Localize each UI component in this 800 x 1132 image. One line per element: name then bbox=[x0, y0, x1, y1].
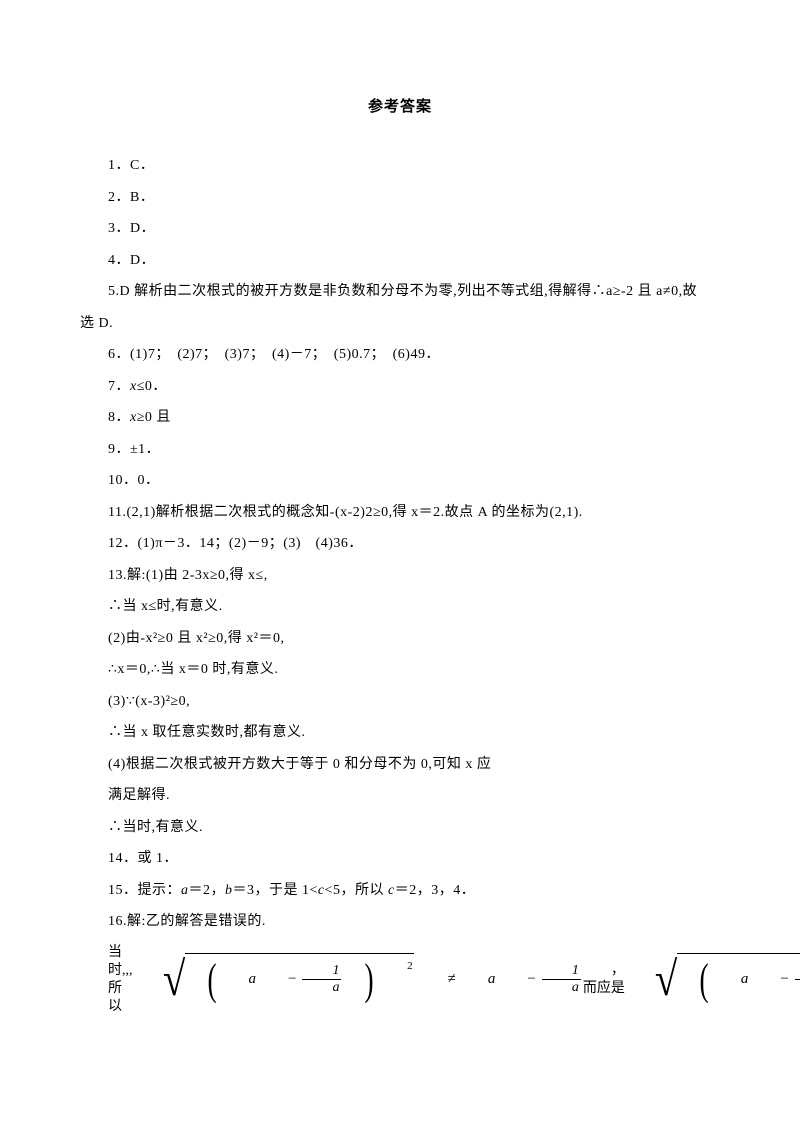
answer-13b: (2)由-x²≥0 且 x²≥0,得 x²＝0, bbox=[80, 623, 720, 655]
answer-8: 8．x≥0 且 bbox=[80, 402, 720, 434]
answer-6: 6．(1)7； (2)7； (3)7； (4)－7； (5)0.7； (6)49… bbox=[80, 339, 720, 371]
answer-16: 16.解:乙的解答是错误的. bbox=[80, 906, 720, 938]
answer-13d: (3)∵(x-3)²≥0, bbox=[80, 686, 720, 718]
answer-13f: (4)根据二次根式被开方数大于等于 0 和分母不为 0,可知 x 应 bbox=[80, 749, 720, 781]
formula-mid-text: ，而应是 bbox=[583, 962, 625, 998]
formula-var-a-3: a bbox=[713, 970, 749, 990]
page-title: 参考答案 bbox=[80, 95, 720, 116]
radical-icon-2: √ bbox=[631, 953, 677, 1007]
formula-var-a: a bbox=[221, 970, 257, 990]
answer-1: 1．C． bbox=[80, 150, 720, 182]
minus-icon-3: − bbox=[752, 970, 788, 990]
left-paren-icon-2: ( bbox=[682, 958, 708, 1002]
answer-15: 15．提示：a＝2，b＝3，于是 1<c<5，所以 c＝2，3，4． bbox=[80, 875, 720, 907]
fraction-1-over-a: 1 a bbox=[302, 964, 341, 995]
formula-var-a-2: a bbox=[460, 970, 496, 990]
minus-icon: − bbox=[260, 970, 296, 990]
radical-icon: √ bbox=[139, 953, 185, 1007]
answer-13: 13.解:(1)由 2-3x≥0,得 x≤, bbox=[80, 560, 720, 592]
answer-10: 10．0． bbox=[80, 465, 720, 497]
sqrt-expression-1: √ ( a − 1 a ) 2 bbox=[135, 953, 414, 1007]
answer-13a: ∴当 x≤时,有意义. bbox=[80, 591, 720, 623]
fraction-1-over-a-2: 1 a bbox=[542, 964, 581, 995]
answer-13h: ∴当时,有意义. bbox=[80, 812, 720, 844]
answer-12: 12．(1)π－3．14；(2)－9；(3) (4)36． bbox=[80, 528, 720, 560]
right-paren-icon: ) bbox=[348, 958, 374, 1002]
minus-icon-2: − bbox=[499, 970, 535, 990]
fraction-1-over-a-3: 1 a bbox=[795, 964, 800, 995]
answer-7: 7．x≤0． bbox=[80, 371, 720, 403]
answer-13g: 满足解得. bbox=[80, 780, 720, 812]
answer-16-formula-row: 当时,,, 所以 √ ( a − 1 a ) 2 ≠ a − bbox=[80, 944, 720, 1017]
exponent-2: 2 bbox=[379, 959, 413, 973]
answer-14: 14．或 1． bbox=[80, 843, 720, 875]
answer-2: 2．B． bbox=[80, 182, 720, 214]
answer-9: 9．±1． bbox=[80, 434, 720, 466]
formula-lead-text: 当时,,, 所以 bbox=[80, 944, 133, 1017]
answer-5-part2: 选 D. bbox=[80, 308, 720, 340]
answer-5-part1: 5.D 解析由二次根式的被开方数是非负数和分母不为零,列出不等式组,得解得∴a≥… bbox=[80, 276, 720, 308]
answer-13c: ∴x＝0,∴当 x＝0 时,有意义. bbox=[80, 654, 720, 686]
answer-11: 11.(2,1)解析根据二次根式的概念知-(x-2)2≥0,得 x＝2.故点 A… bbox=[80, 497, 720, 529]
answer-13e: ∴当 x 取任意实数时,都有意义. bbox=[80, 717, 720, 749]
not-equal-icon: ≠ bbox=[420, 970, 456, 990]
answer-3: 3．D． bbox=[80, 213, 720, 245]
left-paren-icon: ( bbox=[190, 958, 216, 1002]
sqrt-expression-2: √ ( a − 1 a ) 2 bbox=[627, 953, 800, 1007]
answer-4: 4．D． bbox=[80, 245, 720, 277]
